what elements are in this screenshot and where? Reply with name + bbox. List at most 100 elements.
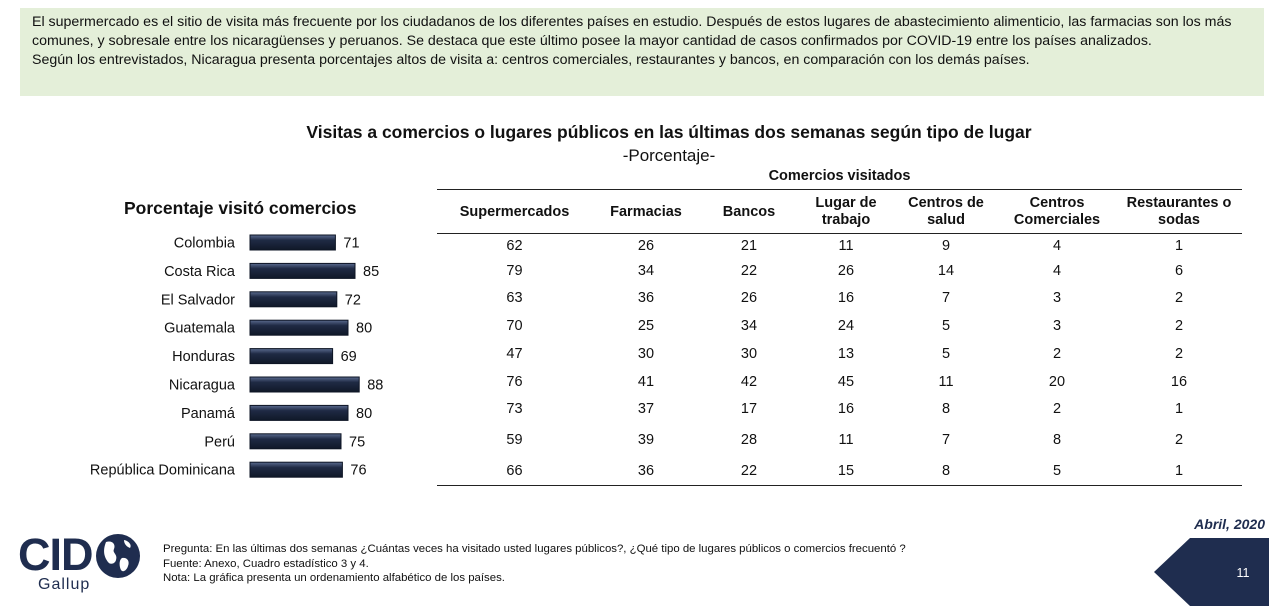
table-column-header: Farmacias	[592, 191, 700, 234]
bar-value-label: 85	[363, 264, 379, 280]
logo-gallup-text: Gallup	[38, 576, 91, 593]
table-cell: 16	[837, 400, 855, 417]
table-column-header: Centros de salud	[894, 191, 998, 234]
table-cell: 63	[506, 289, 523, 306]
table-cell: 5	[941, 345, 951, 362]
report-date: Abril, 2020	[1194, 516, 1265, 532]
bar-category-label: Guatemala	[164, 321, 236, 337]
table-cell: 1	[1174, 400, 1184, 417]
table-cell: 59	[506, 431, 523, 448]
table-cell: 7	[941, 431, 951, 448]
table-cell: 41	[637, 373, 655, 390]
table-cell: 36	[637, 289, 655, 306]
table-cell: 37	[637, 400, 655, 417]
footnote-question: Pregunta: En las últimas dos semanas ¿Cu…	[163, 543, 906, 555]
table-column-header: Supermercados	[437, 191, 592, 234]
bar-value-label: 88	[367, 378, 383, 394]
table-cell: 20	[1048, 373, 1066, 390]
table-cell: 8	[894, 457, 998, 486]
table-cell: 5	[998, 457, 1116, 486]
table-row: 76 41 42 45 11 20 16	[437, 368, 1242, 396]
table-cell: 16	[837, 289, 855, 306]
table-cell: 45	[837, 373, 855, 390]
table-cell: 7	[941, 289, 951, 306]
table-cell: 25	[637, 317, 655, 334]
table-cell: 2	[1174, 345, 1184, 362]
table-cell: 66	[437, 457, 592, 486]
table-cell: 47	[506, 345, 523, 362]
bar-category-label: El Salvador	[161, 292, 235, 308]
table-column-header: Lugar de trabajo	[798, 191, 894, 234]
table-cell: 11	[838, 237, 854, 254]
table-cell: 13	[837, 345, 855, 362]
table-header-row: Supermercados Farmacias Bancos Lugar de trab…	[437, 191, 1242, 234]
bar	[249, 262, 356, 279]
table-cell: 1	[1116, 457, 1242, 486]
table-cell: 70	[506, 317, 523, 334]
logo-cid-text: CID	[18, 529, 93, 580]
table-cell: 21	[740, 237, 758, 254]
bar-chart: Colombia 71 Costa Rica 85 El Salvador 72 Guate…	[90, 234, 383, 479]
bar	[249, 319, 349, 336]
table-row: 62 26 21 11 9 4 1	[437, 234, 1242, 258]
table-cell: 5	[941, 317, 951, 334]
bar-chart-title: Porcentaje visitó comercios	[124, 198, 357, 218]
table-cell: 34	[637, 262, 655, 279]
table-cell: 26	[837, 262, 855, 279]
globe-icon	[96, 534, 140, 578]
table-cell: 73	[506, 400, 523, 417]
table-cell: 62	[506, 237, 523, 254]
table-cell: 42	[740, 373, 758, 390]
table-cell: 79	[506, 262, 523, 279]
table-row: 79 34 22 26 14 4 6	[437, 258, 1242, 284]
bar	[249, 461, 343, 478]
table-cell: 28	[740, 431, 758, 448]
table-cell: 1	[1174, 237, 1184, 254]
table-cell: 14	[937, 262, 955, 279]
bar-category-label: Colombia	[174, 236, 236, 252]
bar-value-label: 69	[341, 349, 357, 365]
table-cell: 30	[740, 345, 758, 362]
intro-text-2: Según los entrevistados, Nicaragua prese…	[32, 52, 1030, 68]
table-cell: 36	[592, 457, 700, 486]
table-row: 66 36 22 15 8 5 1	[437, 457, 1242, 486]
table-column-header: Restaurantes o sodas	[1116, 191, 1242, 234]
table-cell: 9	[941, 237, 951, 254]
bar	[249, 404, 349, 421]
table-cell: 11	[938, 373, 954, 390]
bar-value-label: 76	[350, 463, 366, 479]
table-cell: 2	[1174, 431, 1184, 448]
bar-value-label: 75	[349, 434, 365, 450]
chart-subtitle: -Porcentaje-	[622, 146, 716, 165]
table-cell: 22	[740, 262, 758, 279]
bar-value-label: 71	[343, 236, 359, 252]
table-cell: 2	[1052, 345, 1062, 362]
table-column-header: Centros Comerciales	[998, 191, 1116, 234]
table-cell: 17	[740, 400, 758, 417]
bar-category-label: Panamá	[181, 406, 236, 422]
page-number: 11	[1236, 566, 1250, 580]
table-cell: 24	[837, 317, 855, 334]
cid-gallup-logo: CID Gallup	[18, 530, 148, 600]
bar-category-label: Nicaragua	[169, 378, 236, 394]
table-row: 73 37 17 16 8 2 1	[437, 396, 1242, 422]
table-column-header: Bancos	[700, 191, 798, 234]
bar-value-label: 80	[356, 321, 372, 337]
table-row: 63 36 26 16 7 3 2	[437, 284, 1242, 312]
table-cell: 3	[1052, 289, 1062, 306]
table-cell: 8	[1052, 431, 1062, 448]
footnotes: Pregunta: En las últimas dos semanas ¿Cu…	[163, 542, 906, 586]
footnote-note: Nota: La gráfica presenta un ordenamient…	[163, 572, 505, 584]
table-cell: 30	[637, 345, 655, 362]
bar	[249, 291, 338, 308]
bar-category-label: Costa Rica	[164, 264, 236, 280]
visits-table: Supermercados Farmacias Bancos Lugar de trab…	[437, 191, 1242, 486]
table-cell: 2	[1174, 317, 1184, 334]
footnote-source: Fuente: Anexo, Cuadro estadístico 3 y 4.	[163, 557, 369, 570]
table-cell: 16	[1170, 373, 1188, 390]
table-cell: 11	[838, 431, 854, 448]
table-cell: 4	[1052, 237, 1062, 254]
table-cell: 8	[941, 400, 951, 417]
table-cell: 2	[1174, 289, 1184, 306]
table-cell: 6	[1174, 262, 1184, 279]
